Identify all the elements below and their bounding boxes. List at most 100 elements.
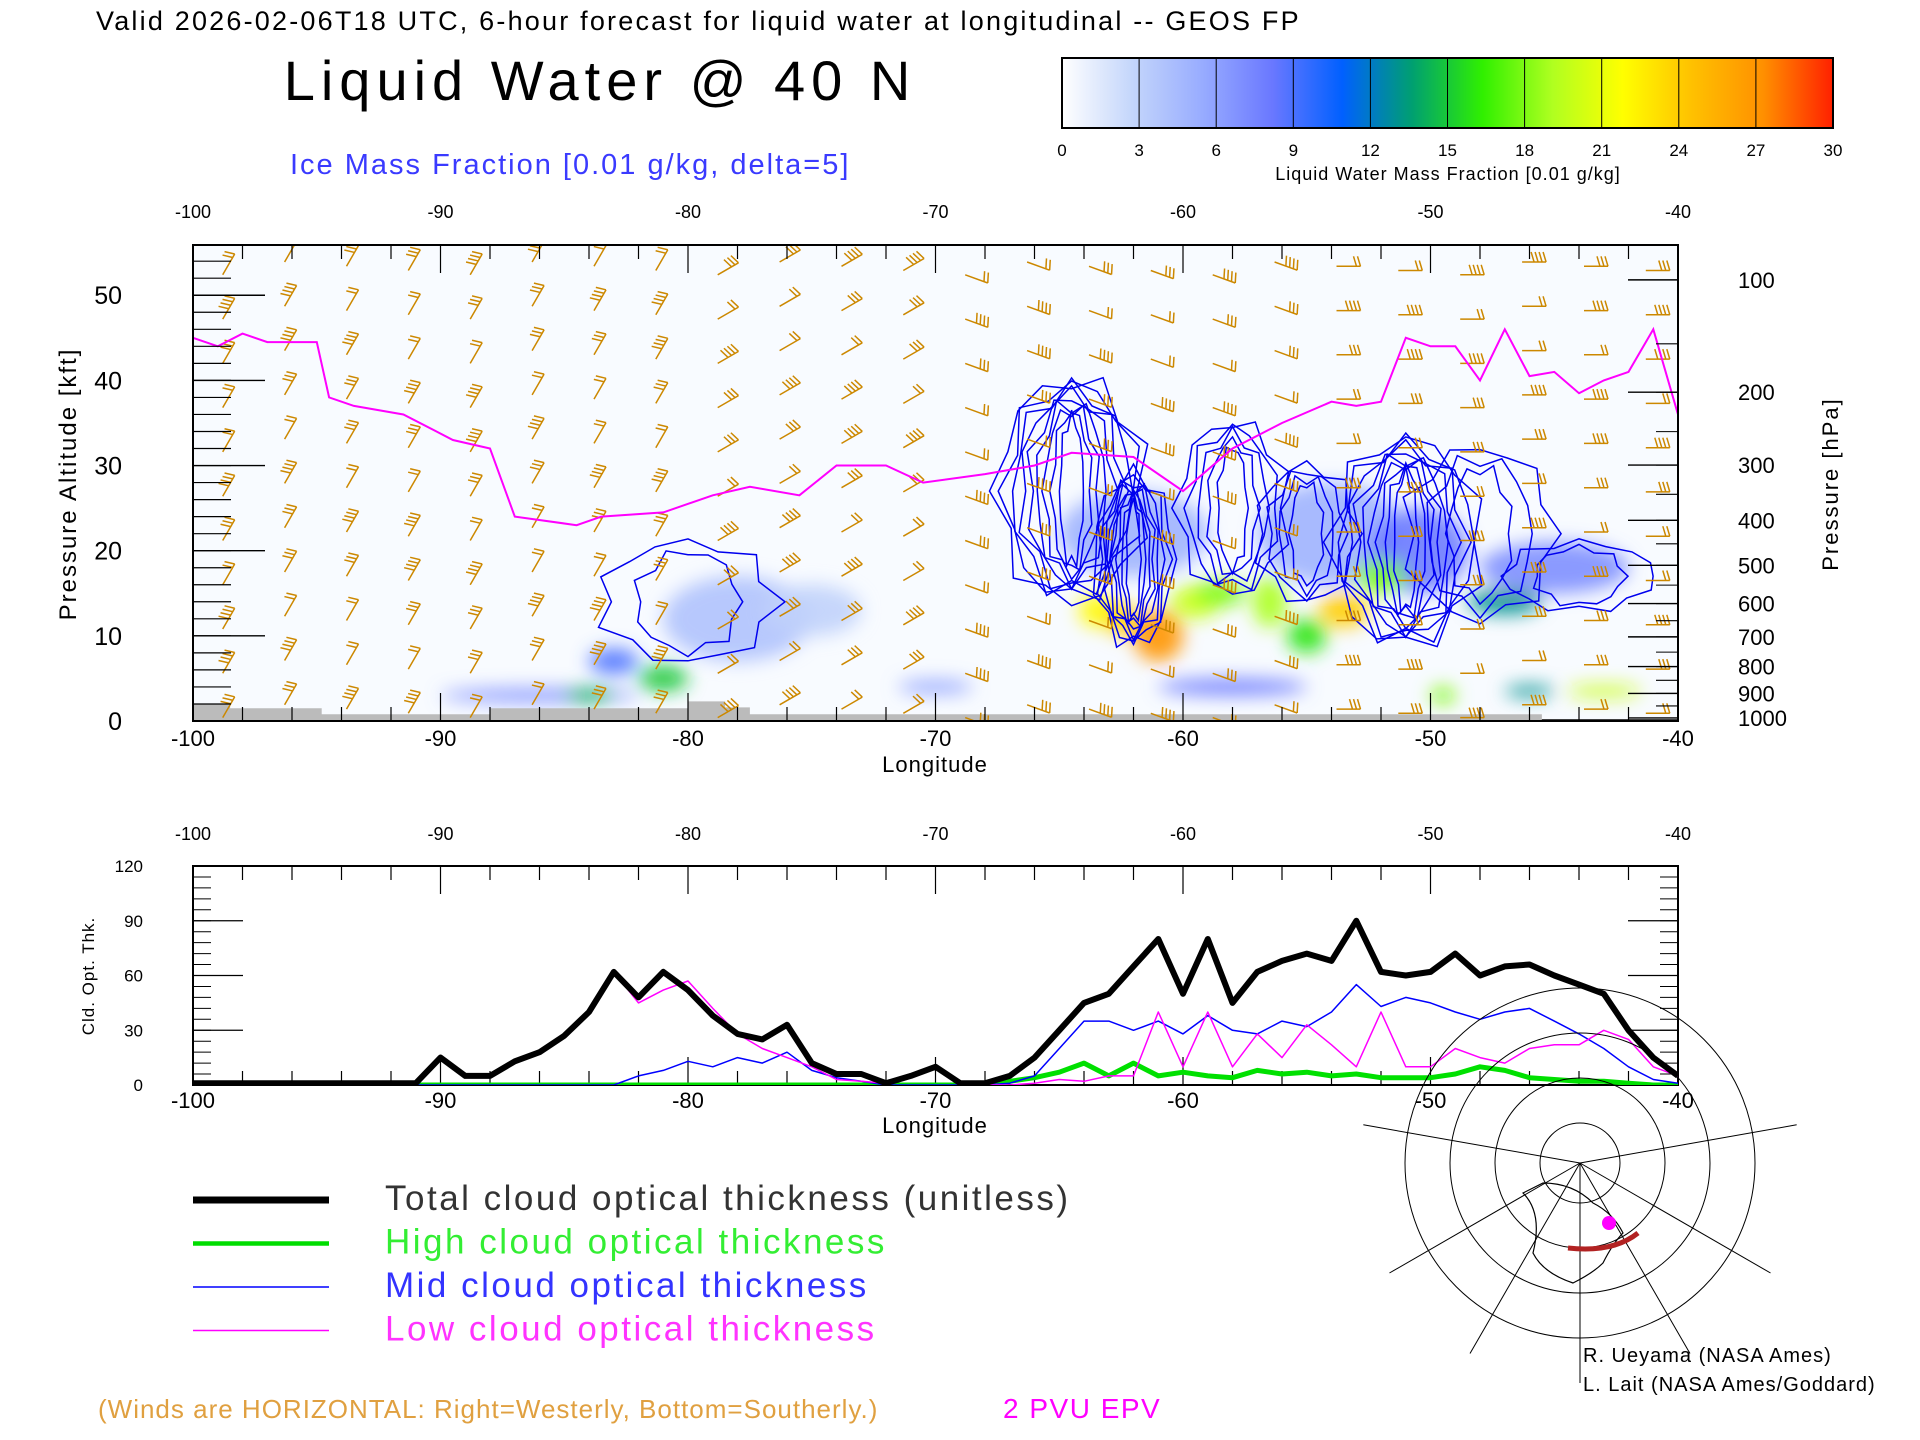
wind-barb-feather [1410, 348, 1416, 360]
wind-barb [405, 600, 421, 626]
wind-barb-feather [915, 472, 925, 481]
wind-barb-staff [655, 515, 669, 537]
legend: Total cloud optical thickness (unitless)… [193, 1179, 1068, 1349]
wind-barb [902, 427, 925, 449]
y-axis-label: Cld. Opt. Thk. [79, 917, 98, 1036]
ice-contour [1109, 488, 1156, 630]
wind-barb-feather [653, 342, 664, 346]
wind-barb-feather [409, 246, 421, 251]
wind-barb [1274, 345, 1299, 360]
wind-barb [779, 507, 801, 529]
wind-barb-feather [527, 602, 539, 607]
wind-barb-feather [719, 526, 729, 536]
wind-barb-feather [280, 292, 291, 297]
wind-barb [589, 640, 607, 666]
location-marker [1602, 1216, 1616, 1230]
wind-barb-feather [1472, 441, 1477, 453]
wind-barb-feather [1414, 525, 1420, 537]
plot-area [193, 917, 1678, 1085]
wind-barb-feather [1348, 300, 1354, 311]
wind-barb [1274, 478, 1299, 493]
wind-barb-feather [533, 636, 545, 641]
wind-barb-feather [1480, 618, 1485, 630]
wind-barb-feather [529, 333, 541, 338]
wind-barb-feather [533, 680, 545, 685]
wind-barb-feather [224, 295, 235, 300]
wind-barb-feather [788, 377, 798, 386]
wind-barb-feather [1168, 399, 1171, 411]
wind-barb [964, 489, 990, 506]
wind-barb [1088, 348, 1113, 364]
wind-barb-feather [651, 345, 662, 350]
wind-barb-feather [1037, 477, 1040, 488]
wind-barb-feather [847, 649, 856, 658]
wind-barb-staff [345, 466, 360, 489]
liquid-water-cell [589, 648, 639, 675]
wind-barb-staff [283, 417, 298, 440]
wind-barb-feather [407, 604, 419, 609]
wind-barb-feather [1103, 527, 1106, 538]
wind-barb-feather [1110, 352, 1113, 364]
wind-barb-feather [657, 645, 668, 650]
wind-barb-feather [346, 555, 357, 560]
wind-barb-staff [593, 333, 607, 356]
wind-barb-feather [1296, 348, 1299, 359]
wind-barb [345, 640, 360, 666]
wind-barb [1150, 355, 1175, 369]
wind-barb [591, 330, 607, 356]
wind-barb-feather [651, 655, 662, 660]
wind-barb-staff [283, 329, 298, 351]
figure-title: Valid 2026-02-06T18 UTC, 6-hour forecast… [96, 6, 1301, 36]
wind-barb-feather [915, 693, 925, 702]
wind-barb-feather [1107, 306, 1110, 318]
wind-barb-feather [726, 567, 736, 576]
wind-barb-feather [979, 712, 982, 721]
wind-barb-feather [1226, 668, 1230, 679]
wind-barb-staff [593, 555, 607, 577]
wind-barb-feather [905, 611, 915, 620]
wind-barb-feather [1352, 610, 1358, 621]
x-tick-label: -50 [1415, 1088, 1447, 1113]
wind-barb-feather [1292, 656, 1295, 668]
wind-barb-staff [531, 462, 545, 484]
wind-barb [531, 680, 545, 706]
colorbar-tick-label: 3 [1134, 141, 1143, 160]
wind-barb [1522, 428, 1547, 440]
wind-barb-feather [723, 436, 733, 445]
wind-barb-feather [1223, 578, 1226, 589]
wind-barb-feather [469, 387, 481, 392]
wind-barb-feather [1107, 351, 1110, 362]
wind-barb-feather [655, 648, 666, 653]
wind-barb-feather [220, 612, 231, 616]
wind-barb-feather [282, 687, 293, 692]
wind-barb-feather [1045, 524, 1048, 535]
wind-barb-feather [1468, 353, 1473, 364]
wind-barb-feather [403, 389, 415, 394]
wind-barb [342, 508, 360, 533]
wind-barb-staff [469, 386, 483, 408]
wind-barb-feather [1296, 569, 1299, 581]
x-tick-label-top: -60 [1170, 824, 1196, 844]
wind-barb-feather [1666, 304, 1671, 316]
wind-barb-feather [657, 246, 668, 251]
wind-barb [1150, 619, 1175, 634]
wind-barb-feather [915, 295, 925, 304]
colorbar-tick-label: 0 [1057, 141, 1066, 160]
wind-barb [1645, 614, 1671, 626]
wind-barb-feather [1476, 663, 1481, 674]
wind-barb-feather [342, 341, 353, 346]
wind-barb-feather [1288, 478, 1291, 489]
wind-barb-feather [792, 245, 801, 251]
wind-barb-feather [405, 386, 417, 391]
wind-barb-feather [1344, 300, 1350, 311]
wind-barb [1584, 610, 1609, 622]
wind-barb-feather [657, 379, 668, 384]
wind-barb-feather [792, 286, 801, 295]
wind-barb-feather [788, 642, 798, 652]
wind-barb-feather [469, 298, 481, 303]
wind-barb-feather [726, 257, 736, 266]
wind-barb-feather [1542, 340, 1547, 351]
wind-barb-feather [847, 560, 856, 569]
wind-barb-feather [788, 598, 798, 607]
wind-barb-feather [1600, 565, 1605, 577]
